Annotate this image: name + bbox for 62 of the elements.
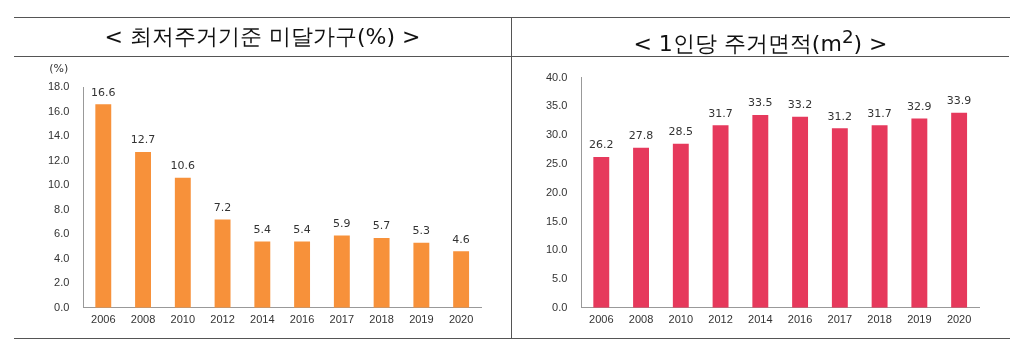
- y-tick-label: 10.0: [545, 243, 568, 256]
- y-tick-label: 8.0: [54, 202, 70, 215]
- x-tick-label: 2020: [448, 313, 474, 326]
- data-label: 27.8: [628, 129, 654, 143]
- y-tick-label: 12.0: [47, 153, 70, 166]
- data-label: 28.5: [668, 125, 694, 139]
- chart-title: < 최저주거기준 미달가구(%) >: [14, 18, 511, 57]
- data-label: 12.7: [130, 133, 156, 147]
- y-tick-label: 2.0: [54, 276, 70, 289]
- x-tick-label: 2014: [748, 313, 773, 326]
- x-tick-label: 2016: [289, 313, 315, 326]
- x-tick-label: 2018: [867, 313, 892, 326]
- y-tick-label: 4.0: [54, 251, 70, 264]
- x-tick-label: 2019: [907, 313, 932, 326]
- x-tick-label: 2010: [668, 313, 694, 326]
- data-label: 5.9: [333, 216, 351, 230]
- data-label: 10.6: [170, 159, 196, 173]
- data-label: 31.7: [867, 106, 892, 120]
- y-tick-label: 5.0: [552, 272, 568, 285]
- data-label: 33.9: [946, 94, 972, 108]
- x-tick-label: 2006: [589, 313, 614, 326]
- data-label: 5.7: [372, 219, 391, 233]
- data-label: 5.3: [412, 224, 431, 238]
- data-label: 26.2: [589, 138, 614, 152]
- chart-title: < 1인당 주거면적(m$^{2}$) >: [512, 18, 1009, 57]
- y-tick-label: 15.0: [545, 214, 568, 227]
- data-label: 33.2: [787, 98, 813, 112]
- y-tick-label: 40.0: [545, 70, 568, 83]
- x-tick-label: 2010: [170, 313, 196, 326]
- y-tick-label: 6.0: [54, 227, 70, 240]
- data-label: 31.7: [708, 106, 733, 120]
- y-tick-label: 35.0: [545, 99, 568, 112]
- data-label: 33.5: [748, 96, 773, 110]
- y-tick-label: 30.0: [545, 128, 568, 141]
- y-tick-label: 18.0: [47, 80, 70, 93]
- data-label: 5.4: [293, 222, 311, 236]
- x-tick-label: 2012: [708, 313, 733, 326]
- x-tick-label: 2019: [409, 313, 434, 326]
- x-tick-label: 2017: [827, 313, 853, 326]
- data-label: 32.9: [907, 99, 932, 113]
- data-label: 4.6: [452, 232, 470, 246]
- y-tick-label: 25.0: [545, 156, 568, 169]
- y-tick-label: 14.0: [47, 129, 70, 142]
- y-axis-title: (%): [49, 62, 69, 76]
- x-tick-label: 2020: [946, 313, 972, 326]
- y-tick-label: 16.0: [47, 104, 70, 117]
- x-tick-label: 2017: [329, 313, 355, 326]
- data-label: 5.4: [253, 222, 272, 236]
- x-tick-label: 2008: [130, 313, 156, 326]
- y-tick-label: 10.0: [47, 178, 70, 191]
- x-tick-label: 2016: [787, 313, 813, 326]
- data-label: 7.2: [213, 200, 232, 214]
- y-tick-label: 0.0: [552, 300, 568, 313]
- data-label: 16.6: [91, 85, 116, 99]
- x-tick-label: 2018: [369, 313, 394, 326]
- x-tick-label: 2012: [210, 313, 235, 326]
- y-tick-label: 20.0: [545, 185, 568, 198]
- x-tick-label: 2008: [628, 313, 654, 326]
- x-tick-label: 2014: [250, 313, 275, 326]
- data-label: 31.2: [827, 109, 853, 123]
- y-tick-label: 0.0: [54, 300, 70, 313]
- x-tick-label: 2006: [91, 313, 116, 326]
